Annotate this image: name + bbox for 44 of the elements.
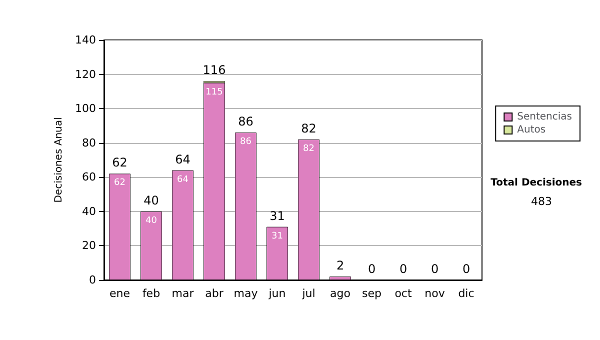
total-label: 0 bbox=[368, 262, 376, 276]
legend-label: Autos bbox=[517, 124, 546, 136]
total-label: 116 bbox=[202, 63, 226, 78]
x-tick-label: abr bbox=[205, 287, 224, 300]
y-tick-label: 20 bbox=[82, 239, 96, 252]
y-tick-label: 60 bbox=[82, 170, 96, 184]
x-tick-label: mar bbox=[172, 287, 194, 300]
total-label: 0 bbox=[399, 262, 408, 276]
total-label: 2 bbox=[336, 258, 344, 273]
total-label: 40 bbox=[144, 193, 159, 208]
x-tick-label: jun bbox=[268, 287, 286, 300]
x-tick-label: may bbox=[234, 287, 258, 300]
total-label: 82 bbox=[301, 121, 316, 136]
x-tick-label: nov bbox=[424, 287, 446, 300]
text: 483 bbox=[531, 195, 552, 208]
text: Total Decisiones bbox=[490, 178, 582, 188]
y-tick-label: 140 bbox=[75, 34, 96, 46]
data-label: 115 bbox=[206, 87, 223, 98]
y-tick-label: 80 bbox=[82, 136, 96, 150]
data-label: 31 bbox=[272, 231, 283, 242]
x-tick-label: sep bbox=[362, 287, 382, 300]
data-label: 82 bbox=[303, 144, 314, 154]
x-tick-label: feb bbox=[142, 287, 160, 300]
total-label: 64 bbox=[175, 152, 190, 166]
total-label: 86 bbox=[238, 114, 254, 129]
data-label: 86 bbox=[240, 137, 252, 148]
total-label: 31 bbox=[270, 208, 285, 223]
x-tick-label: oct bbox=[394, 287, 412, 300]
y-tick-label: 40 bbox=[82, 204, 96, 218]
data-label: 40 bbox=[146, 216, 158, 226]
y-axis-title: Decisiones Anual bbox=[54, 117, 65, 203]
x-tick-label: ago bbox=[330, 287, 351, 300]
y-tick-label: 0 bbox=[89, 274, 96, 286]
x-tick-label: dic bbox=[458, 287, 474, 300]
data-label: 64 bbox=[177, 174, 189, 185]
total-label: 62 bbox=[112, 156, 128, 170]
y-tick-label: 100 bbox=[75, 102, 96, 116]
x-tick-label: ene bbox=[109, 287, 130, 300]
y-tick-label: 120 bbox=[75, 68, 96, 81]
total-label: 0 bbox=[430, 262, 439, 276]
total-label: 0 bbox=[462, 262, 470, 276]
data-label: 62 bbox=[114, 178, 126, 188]
x-tick-label: jul bbox=[301, 287, 316, 300]
legend-label: Sentencias bbox=[517, 112, 572, 122]
